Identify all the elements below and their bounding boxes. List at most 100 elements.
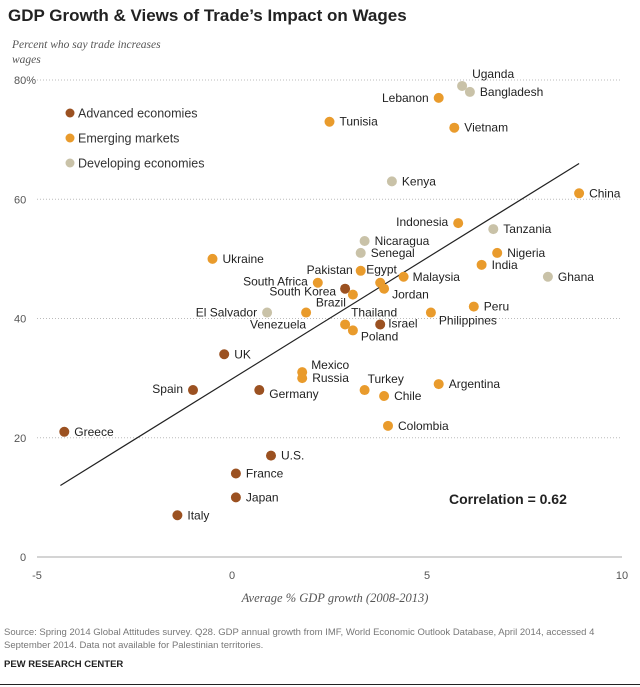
bottom-rule <box>0 684 640 685</box>
data-point <box>347 289 358 300</box>
data-point <box>433 92 444 103</box>
data-point <box>230 468 241 479</box>
point-label: Germany <box>269 387 318 401</box>
data-point <box>254 385 265 396</box>
point-label: Tanzania <box>503 222 551 236</box>
point-label: Peru <box>484 300 509 314</box>
data-point <box>172 510 183 521</box>
point-label: Uganda <box>472 67 514 81</box>
y-tick-label: 80% <box>14 75 36 87</box>
data-point <box>464 86 475 97</box>
point-label: Nicaragua <box>375 234 430 248</box>
point-label: Japan <box>246 490 279 504</box>
data-point <box>476 259 487 270</box>
point-label: Jordan <box>392 288 429 302</box>
data-point <box>379 283 390 294</box>
data-point <box>347 325 358 336</box>
data-point <box>488 224 499 235</box>
y-axis-label: Percent who say trade increases wages <box>12 39 161 66</box>
point-label: France <box>246 467 284 481</box>
point-label: UK <box>234 347 251 361</box>
data-point <box>468 301 479 312</box>
x-axis-label: Average % GDP growth (2008-2013) <box>241 591 429 605</box>
data-point <box>359 385 370 396</box>
point-label: Ukraine <box>223 252 265 266</box>
data-point <box>355 247 366 258</box>
data-point <box>574 188 585 199</box>
point-label: Colombia <box>398 419 449 433</box>
point-label: Tunisia <box>340 115 379 129</box>
data-point <box>355 265 366 276</box>
point-label: Egypt <box>366 263 397 277</box>
point-label: Turkey <box>368 372 404 386</box>
organization-name: PEW RESEARCH CENTER <box>4 659 124 670</box>
data-point <box>449 122 460 133</box>
point-label: Nigeria <box>507 246 545 260</box>
data-point <box>324 116 335 127</box>
point-label: India <box>492 258 518 272</box>
legend-marker <box>65 133 75 143</box>
point-label: South Africa <box>243 275 308 289</box>
point-label: Argentina <box>449 377 501 391</box>
data-point <box>386 176 397 187</box>
data-point <box>542 271 553 282</box>
data-point <box>312 277 323 288</box>
point-label: Thailand <box>351 305 397 319</box>
y-tick-label: 60 <box>14 194 26 206</box>
data-point <box>425 307 436 318</box>
y-tick-label: 20 <box>14 433 26 445</box>
point-label: Greece <box>74 425 114 439</box>
legend-label: Developing economies <box>78 157 204 171</box>
legend-label: Emerging markets <box>78 132 179 146</box>
x-tick-label: -5 <box>32 570 42 582</box>
point-label: Italy <box>187 508 209 522</box>
point-label: Venezuela <box>250 318 306 332</box>
point-label: Malaysia <box>413 270 461 284</box>
point-label: Mexico <box>311 358 349 372</box>
point-label: Pakistan <box>307 263 353 277</box>
point-label: U.S. <box>281 449 304 463</box>
point-label: Israel <box>388 316 417 330</box>
legend-label: Advanced economies <box>78 107 198 121</box>
legend-marker <box>65 158 75 168</box>
point-label: Poland <box>361 329 398 343</box>
point-label: Bangladesh <box>480 85 543 99</box>
data-point <box>301 307 312 318</box>
point-label: Kenya <box>402 174 436 188</box>
correlation-annotation: Correlation = 0.62 <box>449 491 567 507</box>
data-point <box>262 307 273 318</box>
x-tick-label: 0 <box>229 570 235 582</box>
data-point <box>492 247 503 258</box>
data-point <box>59 426 70 437</box>
trend-line <box>60 162 580 486</box>
data-point <box>188 385 198 396</box>
point-label: El Salvador <box>196 306 257 320</box>
point-label: Spain <box>152 382 183 396</box>
x-tick-label: 5 <box>424 570 430 582</box>
x-tick-label: 10 <box>616 570 628 582</box>
point-label: Chile <box>394 389 422 403</box>
data-point <box>297 373 308 384</box>
data-point <box>359 235 370 246</box>
point-label: Vietnam <box>464 121 508 135</box>
data-point <box>453 218 464 229</box>
data-point <box>398 271 409 282</box>
point-label: South Korea <box>269 285 336 299</box>
data-point <box>219 349 230 360</box>
data-point <box>457 80 468 91</box>
data-point <box>340 319 351 330</box>
point-label: Indonesia <box>396 215 448 229</box>
y-tick-label: 0 <box>20 552 26 564</box>
source-note: Source: Spring 2014 Global Attitudes sur… <box>4 627 595 651</box>
data-point <box>383 420 393 431</box>
point-label: Russia <box>312 371 349 385</box>
point-label: China <box>589 186 621 200</box>
point-label: Philippines <box>439 314 497 328</box>
data-point <box>266 450 276 461</box>
point-label: Lebanon <box>382 91 429 105</box>
data-point <box>340 283 351 294</box>
scatter-chart: 0 20 40 60 80% -5 0 5 10 Advanced economies Emergi… <box>14 67 628 582</box>
point-label: Senegal <box>371 246 415 260</box>
data-point <box>379 391 390 402</box>
data-point <box>207 253 218 264</box>
